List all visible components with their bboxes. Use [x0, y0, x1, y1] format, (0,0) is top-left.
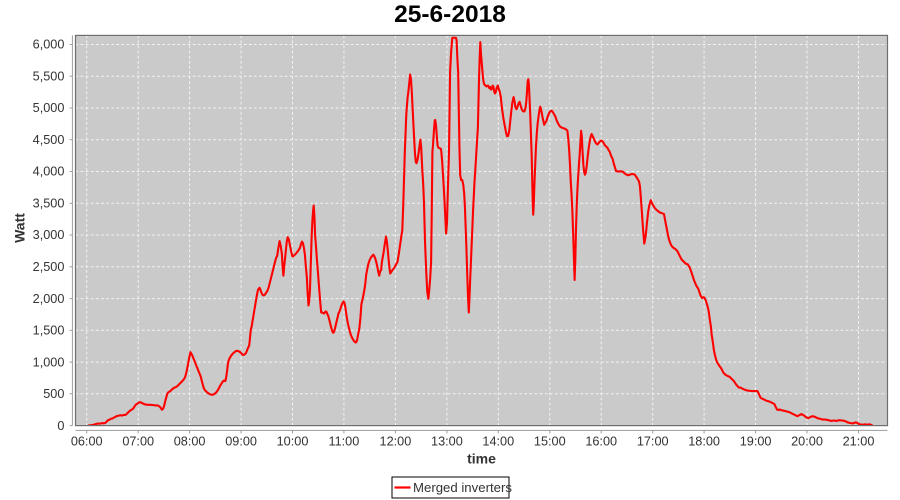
svg-text:21:00: 21:00 — [843, 435, 875, 449]
svg-text:12:00: 12:00 — [380, 435, 412, 449]
svg-text:5,500: 5,500 — [33, 69, 65, 83]
svg-text:06:00: 06:00 — [71, 435, 103, 449]
svg-text:4,500: 4,500 — [33, 133, 65, 147]
svg-text:08:00: 08:00 — [174, 435, 206, 449]
svg-text:Merged inverters: Merged inverters — [413, 480, 512, 495]
svg-text:6,000: 6,000 — [33, 38, 65, 52]
svg-text:19:00: 19:00 — [740, 435, 772, 449]
svg-text:10:00: 10:00 — [277, 435, 309, 449]
svg-text:3,000: 3,000 — [33, 228, 65, 242]
svg-text:2,000: 2,000 — [33, 292, 65, 306]
svg-text:17:00: 17:00 — [637, 435, 669, 449]
svg-text:09:00: 09:00 — [225, 435, 257, 449]
svg-text:1,500: 1,500 — [33, 324, 65, 338]
svg-text:4,000: 4,000 — [33, 165, 65, 179]
svg-text:20:00: 20:00 — [791, 435, 823, 449]
svg-text:5,000: 5,000 — [33, 101, 65, 115]
svg-text:11:00: 11:00 — [328, 435, 359, 449]
svg-text:07:00: 07:00 — [122, 435, 154, 449]
svg-text:1,000: 1,000 — [33, 355, 65, 369]
svg-text:25-6-2018: 25-6-2018 — [394, 1, 506, 28]
svg-text:2,500: 2,500 — [33, 260, 65, 274]
svg-text:time: time — [467, 451, 496, 467]
svg-text:3,500: 3,500 — [33, 197, 65, 211]
svg-text:16:00: 16:00 — [585, 435, 617, 449]
svg-text:Watt: Watt — [12, 213, 28, 243]
svg-text:14:00: 14:00 — [482, 435, 514, 449]
svg-text:0: 0 — [57, 419, 64, 433]
svg-text:13:00: 13:00 — [431, 435, 463, 449]
svg-text:15:00: 15:00 — [534, 435, 566, 449]
svg-text:500: 500 — [43, 387, 64, 401]
svg-text:18:00: 18:00 — [688, 435, 720, 449]
